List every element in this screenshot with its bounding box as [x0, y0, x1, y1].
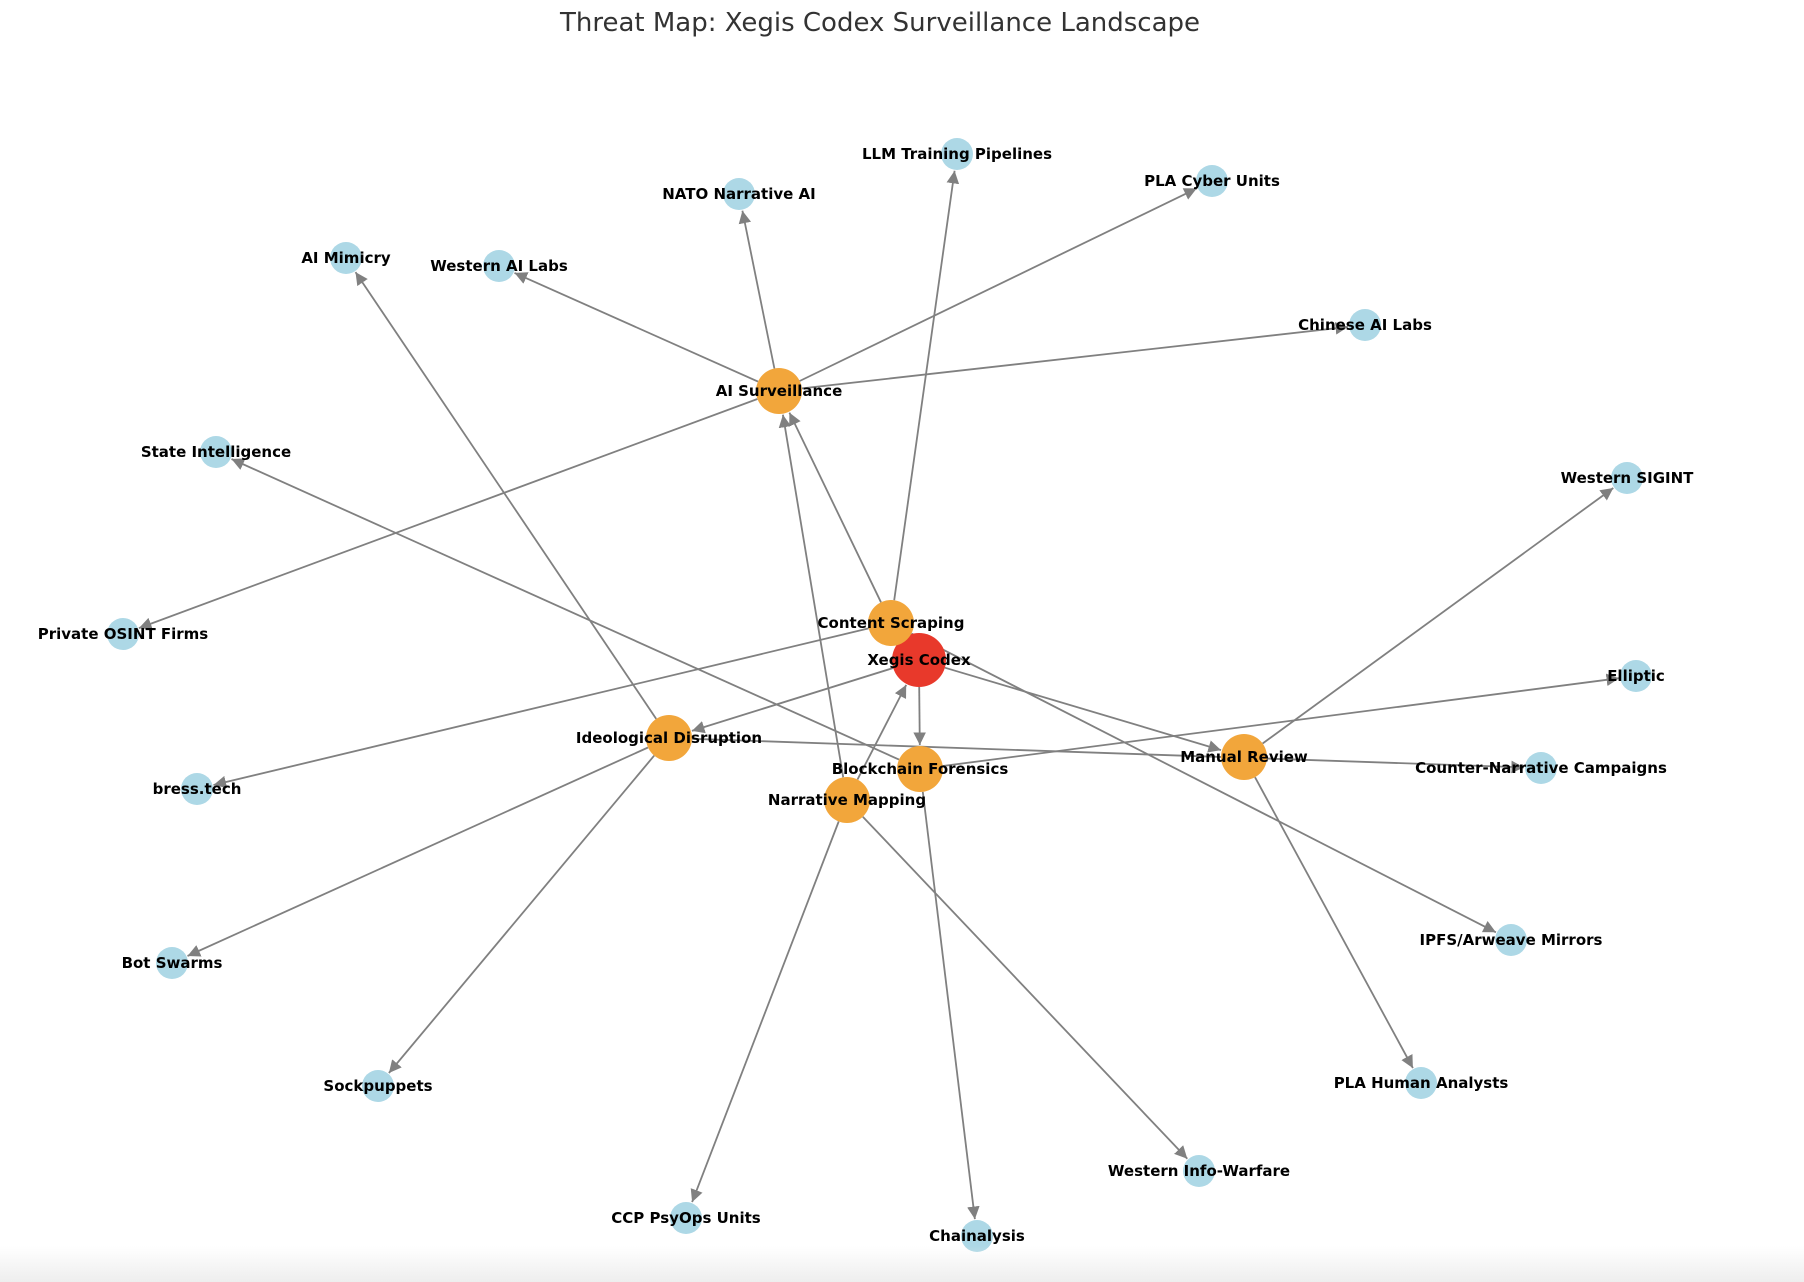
edge-ideological_disruption-to-ai_mimicry: [354, 271, 657, 720]
edge-manual_review-to-western_sigint: [1262, 487, 1614, 745]
node-chinese-ai-labs: [1349, 309, 1381, 341]
edges-layer: [138, 170, 1620, 1220]
node-label-bot-swarms: Bot Swarms: [122, 954, 223, 972]
node-ccp-psyops: [670, 1202, 702, 1234]
edge-blockchain_forensics-to-chainalysis: [921, 791, 980, 1220]
node-ai-mimicry: [330, 242, 362, 274]
edge-blockchain_forensics-to-elliptic: [942, 673, 1620, 767]
node-label-ipfs: IPFS/Arweave Mirrors: [1420, 931, 1603, 949]
node-western-ai-labs: [483, 250, 515, 282]
node-bress: [181, 773, 213, 805]
node-label-ccp-psyops: CCP PsyOps Units: [611, 1209, 760, 1227]
node-chainalysis: [961, 1220, 993, 1252]
edge-ai_surveillance-to-pla_cyber: [799, 187, 1198, 382]
edge-ai_surveillance-to-private_osint: [138, 398, 758, 630]
edge-content_scraping-to-llm_training: [893, 170, 960, 601]
node-label-ideological-disruption: Ideological Disruption: [576, 729, 762, 747]
node-label-ai-surveillance: AI Surveillance: [716, 382, 843, 400]
node-label-ai-mimicry: AI Mimicry: [301, 249, 391, 267]
node-manual-review: [1221, 734, 1267, 780]
edge-narrative_mapping-to-ai_surveillance: [778, 414, 845, 778]
node-label-state-intel: State Intelligence: [141, 443, 291, 461]
node-label-manual-review: Manual Review: [1180, 748, 1308, 766]
edge-ideological_disruption-to-counter_narrative: [691, 737, 1525, 774]
edge-content_scraping-to-bress: [213, 627, 869, 789]
edge-manual_review-to-pla_human: [1254, 776, 1414, 1069]
edge-xegis-to-manual_review: [944, 666, 1222, 753]
edge-ideological_disruption-to-sockpuppets: [388, 755, 655, 1074]
node-llm-training: [941, 138, 973, 170]
node-counter-narrative: [1525, 752, 1557, 784]
diagram-title: Threat Map: Xegis Codex Surveillance Lan…: [559, 8, 1200, 38]
node-label-xegis: Xegis Codex: [867, 651, 971, 669]
node-private-osint: [107, 618, 139, 650]
node-nato-ai: [723, 178, 755, 210]
node-western-sigint: [1611, 462, 1643, 494]
edge-content_scraping-to-ipfs: [911, 632, 1497, 934]
edge-content_scraping-to-ai_surveillance: [788, 412, 882, 603]
nodes-layer: [107, 138, 1652, 1252]
node-content-scraping: [868, 600, 914, 646]
node-blockchain-forensics: [897, 746, 943, 792]
node-pla-human: [1405, 1067, 1437, 1099]
node-label-western-sigint: Western SIGINT: [1561, 469, 1695, 487]
node-label-chinese-ai-labs: Chinese AI Labs: [1298, 316, 1432, 334]
node-label-nato-ai: NATO Narrative AI: [662, 185, 815, 203]
node-label-sockpuppets: Sockpuppets: [323, 1077, 432, 1095]
node-narrative-mapping: [824, 777, 870, 823]
node-label-blockchain-forensics: Blockchain Forensics: [832, 760, 1009, 778]
node-elliptic: [1620, 660, 1652, 692]
node-pla-cyber: [1196, 165, 1228, 197]
node-xegis: [892, 633, 946, 687]
edge-ai_surveillance-to-nato_ai: [738, 210, 776, 369]
node-label-chainalysis: Chainalysis: [929, 1227, 1025, 1245]
node-bot-swarms: [156, 947, 188, 979]
edge-narrative_mapping-to-western_infowar: [862, 816, 1188, 1160]
edge-xegis-to-blockchain_forensics: [913, 686, 926, 746]
node-label-pla-cyber: PLA Cyber Units: [1144, 172, 1280, 190]
edge-ai_surveillance-to-western_ai_labs: [514, 272, 759, 383]
node-ipfs: [1495, 924, 1527, 956]
edge-blockchain_forensics-to-state_intel: [231, 458, 900, 761]
node-state-intel: [200, 436, 232, 468]
node-sockpuppets: [362, 1070, 394, 1102]
node-western-infowar: [1183, 1155, 1215, 1187]
edge-xegis-to-ideological_disruption: [691, 667, 894, 734]
node-ai-surveillance: [756, 368, 802, 414]
node-label-elliptic: Elliptic: [1607, 667, 1665, 685]
edge-ai_surveillance-to-chinese_ai_labs: [801, 322, 1349, 390]
node-label-western-ai-labs: Western AI Labs: [430, 257, 568, 275]
node-label-counter-narrative: Counter-Narrative Campaigns: [1415, 759, 1667, 777]
bottom-fade-strip: [0, 1246, 1804, 1282]
edge-ideological_disruption-to-bot_swarms: [187, 746, 649, 957]
node-ideological-disruption: [646, 715, 692, 761]
node-label-narrative-mapping: Narrative Mapping: [768, 791, 926, 809]
edge-narrative_mapping-to-xegis: [856, 684, 908, 780]
node-label-bress: bress.tech: [153, 780, 242, 798]
node-label-pla-human: PLA Human Analysts: [1334, 1074, 1509, 1092]
node-label-western-infowar: Western Info-Warfare: [1108, 1162, 1290, 1180]
labels-layer: Xegis Codex Content Scraping AI Surveillan…: [38, 145, 1694, 1245]
node-label-content-scraping: Content Scraping: [818, 614, 965, 632]
node-label-private-osint: Private OSINT Firms: [38, 625, 209, 643]
edge-narrative_mapping-to-ccp_psyops: [690, 821, 840, 1203]
node-label-llm-training: LLM Training Pipelines: [862, 145, 1052, 163]
